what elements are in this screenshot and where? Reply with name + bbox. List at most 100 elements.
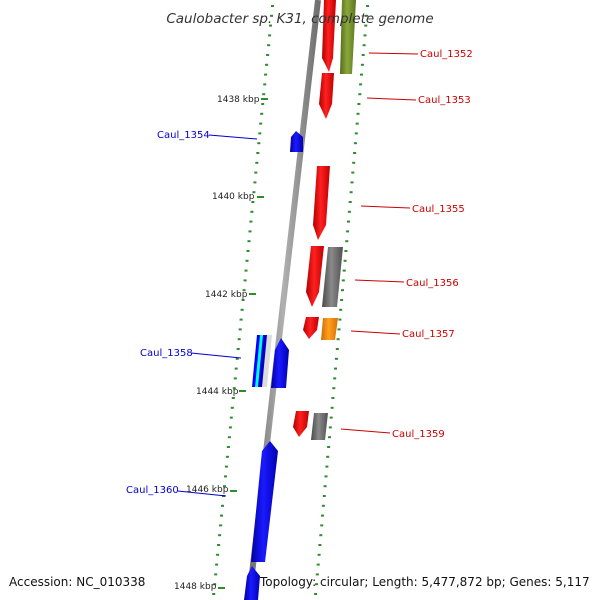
scale-label: 1438 kbp [217,95,260,105]
outer-tick [334,357,338,360]
outer-tick [344,250,348,252]
gene-next-arrow [244,566,260,600]
outer-tick [358,93,362,96]
outer-tick [357,103,361,105]
gene-caul-1356-arrow [306,246,324,307]
outer-tick [360,73,363,76]
inner-tick [234,367,238,370]
outer-tick [347,220,350,223]
inner-tick [239,318,243,321]
inner-tick [221,504,224,507]
gene-label-caul-1357: Caul_1357 [402,329,455,340]
outer-tick [362,44,366,47]
gene-label-caul-1359: Caul_1359 [392,429,445,440]
outer-tick [328,426,332,429]
inner-tick [233,377,237,380]
inner-tick [218,534,222,537]
outer-tick [366,5,370,7]
outer-tick [348,201,352,203]
gene-label-caul-1358: Caul_1358 [140,348,193,359]
outer-tick [345,240,349,243]
gene-caul-1360-arrow [251,441,278,562]
outer-tick [322,495,326,497]
grey-feature-1356 [322,247,343,307]
scale-labels: 1438 kbp 1440 kbp 1442 kbp 1444 kbp 1446… [174,95,260,592]
outer-tick [339,308,343,311]
gene-label-caul-1353: Caul_1353 [418,95,471,106]
inner-tick [266,54,270,56]
outer-tick [327,446,331,448]
outer-tick [326,455,330,458]
gene-caul-1359-arrow [293,411,309,437]
inner-tick [213,583,217,586]
outer-tick [331,397,335,399]
inner-tick [252,191,256,194]
outer-tick [338,318,342,321]
inner-tick [262,93,266,96]
inner-tick [249,220,253,223]
gene-caul-1357-arrow [303,317,319,339]
inner-tick [217,544,221,546]
inner-tick [265,63,269,66]
gene-label-caul-1354: Caul_1354 [157,130,210,141]
outer-tick-marks [314,5,370,595]
scale-label: 1444 kbp [196,387,239,397]
outer-tick [363,34,367,37]
outer-tick [336,338,340,341]
inner-tick [271,5,274,7]
inner-tick [235,357,239,360]
scale-label: 1448 kbp [174,582,217,592]
gene-label-caul-1360: Caul_1360 [126,485,179,496]
gene-caul-1352-arrow [322,0,336,72]
accession-text: Accession: NC_010338 [9,575,145,589]
inner-tick [242,289,246,292]
inner-tick [238,328,242,331]
outer-tick [334,367,337,370]
inner-tick [245,259,249,262]
gene-labels: Caul_1352 Caul_1353 Caul_1354 Caul_1355 … [126,49,473,497]
inner-tick [215,563,219,566]
outer-tick [328,436,331,439]
inner-tick [241,299,245,301]
outer-tick [342,269,346,272]
outer-tick [315,573,319,576]
inner-tick [230,406,234,409]
inner-tick [255,161,259,164]
inner-tick [264,73,268,76]
inner-tick [270,14,273,17]
inner-tick [251,201,255,203]
outer-tick [351,171,355,174]
outer-tick [354,132,358,135]
topology-text: Topology: circular; Length: 5,477,872 bp… [259,575,590,589]
outer-tick [321,504,325,507]
inner-tick [224,475,227,478]
outer-tick [337,328,341,331]
scale-label: 1440 kbp [212,192,255,202]
inner-tick [267,44,271,47]
inner-tick [214,573,218,576]
outer-tick [353,142,357,145]
outer-tick [317,553,321,556]
grey-feature-1359 [311,413,328,440]
outer-tick [321,514,324,517]
outer-tick [330,406,334,409]
inner-tick [219,524,223,527]
outer-tick [349,191,353,194]
outer-tick [323,485,327,488]
outer-tick [318,544,322,546]
inner-tick [225,455,229,458]
outer-tick [340,299,344,301]
inner-tick [231,397,235,399]
gene-caul-1358-arrow [271,338,289,388]
inner-tick [261,103,265,105]
outer-tick [314,593,318,595]
outer-tick [347,210,351,213]
inner-tick [268,34,272,37]
outer-tick [341,279,345,282]
olive-feature-arrow [340,0,356,74]
inner-tick [228,426,232,429]
outer-tick [364,24,368,27]
outer-tick [353,152,357,154]
inner-tick [220,514,223,517]
